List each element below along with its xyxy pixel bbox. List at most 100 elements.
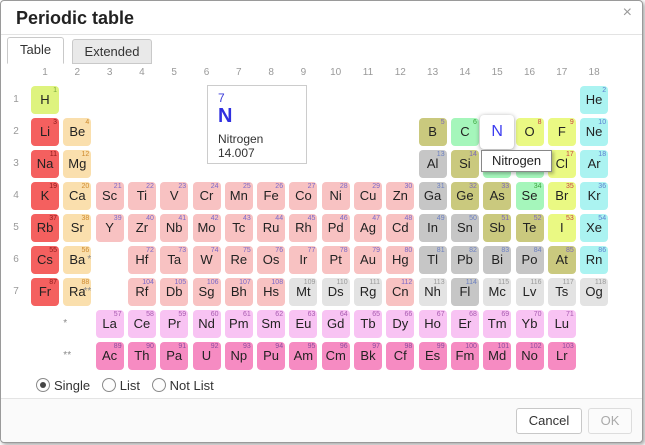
- radio-option-single[interactable]: Single: [36, 378, 90, 393]
- element-cell-Am[interactable]: Am 95: [289, 342, 318, 370]
- element-cell-In[interactable]: In 49: [418, 214, 447, 242]
- element-cell-Th[interactable]: Th 90: [127, 342, 156, 370]
- element-cell-Hf[interactable]: Hf 72: [127, 246, 156, 274]
- element-cell-Bh[interactable]: Bh 107: [224, 278, 253, 306]
- element-cell-Ti[interactable]: Ti 22: [127, 182, 156, 210]
- element-cell-Mo[interactable]: Mo 42: [192, 214, 221, 242]
- element-cell-W[interactable]: W 74: [192, 246, 221, 274]
- element-cell-Br[interactable]: Br 35: [547, 182, 576, 210]
- element-cell-Es[interactable]: Es 99: [418, 342, 447, 370]
- element-cell-Cu[interactable]: Cu 29: [354, 182, 382, 210]
- element-cell-Yb[interactable]: Yb 70: [515, 310, 544, 338]
- element-cell-Pu[interactable]: Pu 94: [257, 342, 286, 370]
- element-cell-Ga[interactable]: Ga 31: [418, 182, 447, 210]
- element-cell-Lr[interactable]: Lr 103: [547, 342, 576, 370]
- element-cell-Ge[interactable]: Ge 32: [450, 182, 479, 210]
- radio-icon[interactable]: [36, 378, 50, 392]
- element-cell-Ac[interactable]: Ac 89: [95, 342, 124, 370]
- tab-table[interactable]: Table: [7, 37, 65, 64]
- element-cell-Re[interactable]: Re 75: [224, 246, 253, 274]
- element-cell-Sb[interactable]: Sb 51: [483, 214, 512, 242]
- element-cell-Rb[interactable]: Rb 37: [31, 214, 59, 242]
- element-cell-He[interactable]: He 2: [580, 86, 609, 114]
- element-cell-Mt[interactable]: Mt 109: [289, 278, 318, 306]
- element-cell-As[interactable]: As 33: [483, 182, 512, 210]
- element-cell-Rg[interactable]: Rg 111: [354, 278, 382, 306]
- element-cell-Rn[interactable]: Rn 86: [580, 246, 609, 274]
- element-cell-Kr[interactable]: Kr 36: [580, 182, 609, 210]
- element-cell-Sr[interactable]: Sr 38: [63, 214, 92, 242]
- element-cell-Po[interactable]: Po 84: [515, 246, 544, 274]
- element-cell-U[interactable]: U 92: [192, 342, 221, 370]
- element-cell-Na[interactable]: Na 11: [31, 150, 59, 178]
- element-cell-Ne[interactable]: Ne 10: [580, 118, 609, 146]
- element-cell-Pm[interactable]: Pm 61: [224, 310, 253, 338]
- element-cell-Pr[interactable]: Pr 59: [160, 310, 189, 338]
- element-cell-Xe[interactable]: Xe 54: [580, 214, 609, 242]
- element-cell-Sg[interactable]: Sg 106: [192, 278, 221, 306]
- element-cell-Pa[interactable]: Pa 91: [160, 342, 189, 370]
- element-cell-Ir[interactable]: Ir 77: [289, 246, 318, 274]
- element-cell-Co[interactable]: Co 27: [289, 182, 318, 210]
- element-cell-Lv[interactable]: Lv 116: [515, 278, 544, 306]
- element-cell-Mg[interactable]: Mg 12: [63, 150, 92, 178]
- element-cell-Os[interactable]: Os 76: [257, 246, 286, 274]
- element-cell-Cf[interactable]: Cf 98: [386, 342, 415, 370]
- radio-option-not-list[interactable]: Not List: [151, 378, 214, 393]
- element-cell-Fm[interactable]: Fm 100: [450, 342, 479, 370]
- element-cell-V[interactable]: V 23: [160, 182, 189, 210]
- element-cell-Cn[interactable]: Cn 112: [386, 278, 415, 306]
- element-cell-La[interactable]: La 57: [95, 310, 124, 338]
- element-cell-Pt[interactable]: Pt 78: [321, 246, 350, 274]
- element-cell-Ni[interactable]: Ni 28: [321, 182, 350, 210]
- element-cell-I[interactable]: I 53: [547, 214, 576, 242]
- cancel-button[interactable]: Cancel: [516, 408, 582, 434]
- element-cell-Bk[interactable]: Bk 97: [354, 342, 382, 370]
- element-cell-Fr[interactable]: Fr 87: [31, 278, 59, 306]
- element-cell-Ca[interactable]: Ca 20: [63, 182, 92, 210]
- element-cell-Pd[interactable]: Pd 46: [321, 214, 350, 242]
- element-cell-Se[interactable]: Se 34: [515, 182, 544, 210]
- element-cell-Ho[interactable]: Ho 67: [418, 310, 447, 338]
- element-cell-Tm[interactable]: Tm 69: [483, 310, 512, 338]
- element-cell-N[interactable]: N: [480, 115, 515, 149]
- element-cell-Ag[interactable]: Ag 47: [354, 214, 382, 242]
- element-cell-Ba[interactable]: Ba 56: [63, 246, 92, 274]
- element-cell-Sn[interactable]: Sn 50: [450, 214, 479, 242]
- element-cell-Og[interactable]: Og 118: [580, 278, 609, 306]
- element-cell-Y[interactable]: Y 39: [95, 214, 124, 242]
- element-cell-Tl[interactable]: Tl 81: [418, 246, 447, 274]
- element-cell-Gd[interactable]: Gd 64: [321, 310, 350, 338]
- element-cell-Er[interactable]: Er 68: [450, 310, 479, 338]
- element-cell-Ra[interactable]: Ra 88: [63, 278, 92, 306]
- element-cell-Li[interactable]: Li 3: [31, 118, 59, 146]
- element-cell-Ce[interactable]: Ce 58: [127, 310, 156, 338]
- element-cell-Si[interactable]: Si 14: [450, 150, 479, 178]
- element-cell-Zr[interactable]: Zr 40: [127, 214, 156, 242]
- element-cell-Mn[interactable]: Mn 25: [224, 182, 253, 210]
- element-cell-Nh[interactable]: Nh 113: [418, 278, 447, 306]
- element-cell-Te[interactable]: Te 52: [515, 214, 544, 242]
- element-cell-Rh[interactable]: Rh 45: [289, 214, 318, 242]
- element-cell-Nb[interactable]: Nb 41: [160, 214, 189, 242]
- element-cell-Ar[interactable]: Ar 18: [580, 150, 609, 178]
- element-cell-Ta[interactable]: Ta 73: [160, 246, 189, 274]
- element-cell-Ds[interactable]: Ds 110: [321, 278, 350, 306]
- element-cell-No[interactable]: No 102: [515, 342, 544, 370]
- element-cell-Hg[interactable]: Hg 80: [386, 246, 415, 274]
- radio-icon[interactable]: [151, 378, 166, 392]
- element-cell-Sc[interactable]: Sc 21: [95, 182, 124, 210]
- element-cell-Np[interactable]: Np 93: [224, 342, 253, 370]
- element-cell-Bi[interactable]: Bi 83: [483, 246, 512, 274]
- element-cell-Ts[interactable]: Ts 117: [547, 278, 576, 306]
- element-cell-Cr[interactable]: Cr 24: [192, 182, 221, 210]
- element-cell-Tc[interactable]: Tc 43: [224, 214, 253, 242]
- element-cell-Eu[interactable]: Eu 63: [289, 310, 318, 338]
- element-cell-Tb[interactable]: Tb 65: [354, 310, 382, 338]
- element-cell-Dy[interactable]: Dy 66: [386, 310, 415, 338]
- element-cell-Cl[interactable]: Cl 17: [547, 150, 576, 178]
